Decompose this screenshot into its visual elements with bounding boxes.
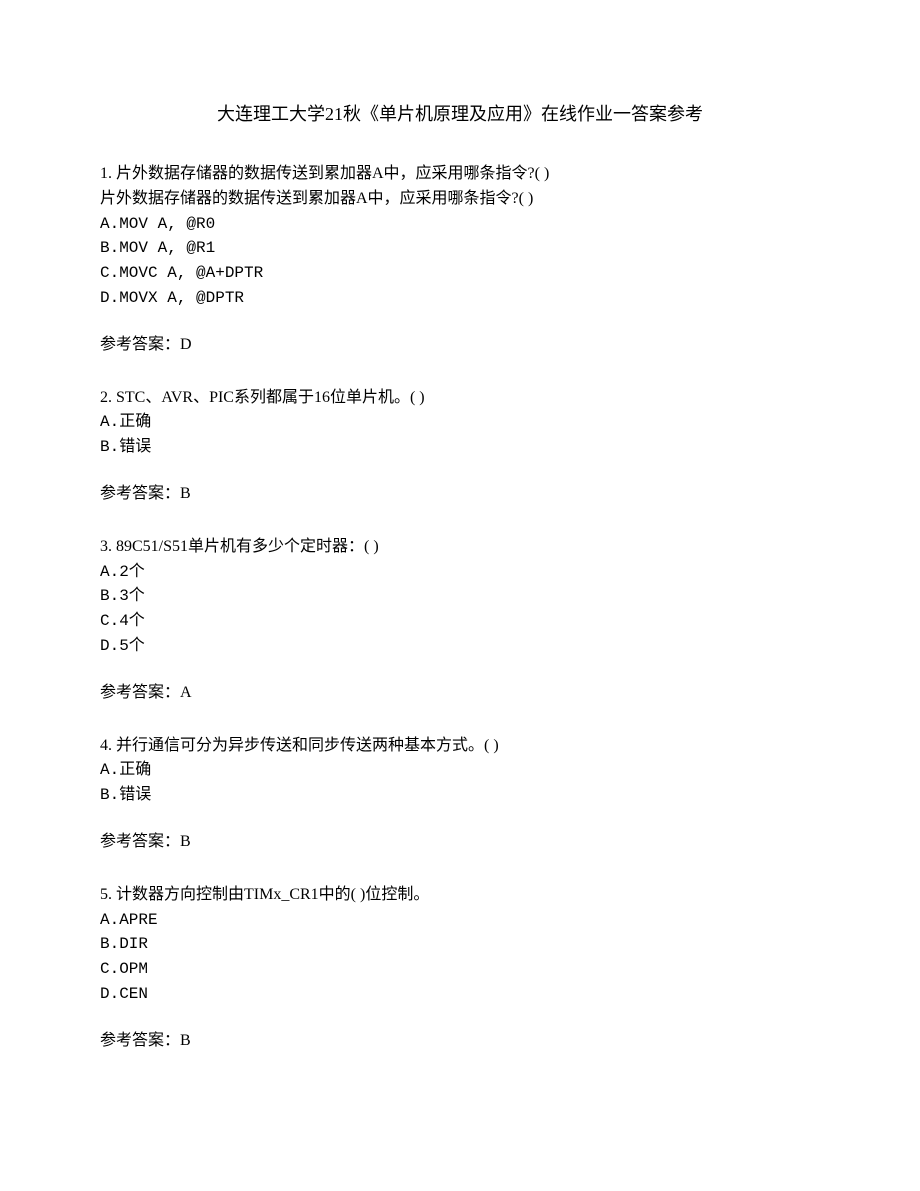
question-option: C.OPM xyxy=(100,957,820,982)
question-answer: 参考答案：A xyxy=(100,681,820,706)
question-text: 4. 并行通信可分为异步传送和同步传送两种基本方式。( ) xyxy=(100,734,820,759)
question-option: A.2个 xyxy=(100,560,820,585)
question-answer: 参考答案：B xyxy=(100,1029,820,1054)
questions-list: 1. 片外数据存储器的数据传送到累加器A中，应采用哪条指令?( )片外数据存储器… xyxy=(100,162,820,1054)
question-text: 3. 89C51/S51单片机有多少个定时器：( ) xyxy=(100,535,820,560)
question-option: D.5个 xyxy=(100,634,820,659)
question-option: B.错误 xyxy=(100,783,820,808)
question-option: A.正确 xyxy=(100,410,820,435)
question-answer: 参考答案：B xyxy=(100,482,820,507)
question-option: B.错误 xyxy=(100,435,820,460)
question-block: 5. 计数器方向控制由TIMx_CR1中的( )位控制。A.APREB.DIRC… xyxy=(100,883,820,1054)
page-title: 大连理工大学21秋《单片机原理及应用》在线作业一答案参考 xyxy=(100,100,820,126)
question-answer: 参考答案：B xyxy=(100,830,820,855)
question-option: C.MOVC A, @A+DPTR xyxy=(100,261,820,286)
question-block: 1. 片外数据存储器的数据传送到累加器A中，应采用哪条指令?( )片外数据存储器… xyxy=(100,162,820,358)
question-option: D.CEN xyxy=(100,982,820,1007)
question-option: B.3个 xyxy=(100,584,820,609)
question-block: 2. STC、AVR、PIC系列都属于16位单片机。( )A.正确B.错误参考答… xyxy=(100,386,820,507)
question-text: 2. STC、AVR、PIC系列都属于16位单片机。( ) xyxy=(100,386,820,411)
question-option: B.MOV A, @R1 xyxy=(100,236,820,261)
question-option: C.4个 xyxy=(100,609,820,634)
question-block: 4. 并行通信可分为异步传送和同步传送两种基本方式。( )A.正确B.错误参考答… xyxy=(100,734,820,855)
question-block: 3. 89C51/S51单片机有多少个定时器：( )A.2个B.3个C.4个D.… xyxy=(100,535,820,706)
question-answer: 参考答案：D xyxy=(100,333,820,358)
question-text: 1. 片外数据存储器的数据传送到累加器A中，应采用哪条指令?( ) xyxy=(100,162,820,187)
question-option: A.APRE xyxy=(100,908,820,933)
question-repeat-text: 片外数据存储器的数据传送到累加器A中，应采用哪条指令?( ) xyxy=(100,187,820,212)
question-option: A.正确 xyxy=(100,758,820,783)
question-option: A.MOV A, @R0 xyxy=(100,212,820,237)
question-option: B.DIR xyxy=(100,932,820,957)
question-option: D.MOVX A, @DPTR xyxy=(100,286,820,311)
question-text: 5. 计数器方向控制由TIMx_CR1中的( )位控制。 xyxy=(100,883,820,908)
